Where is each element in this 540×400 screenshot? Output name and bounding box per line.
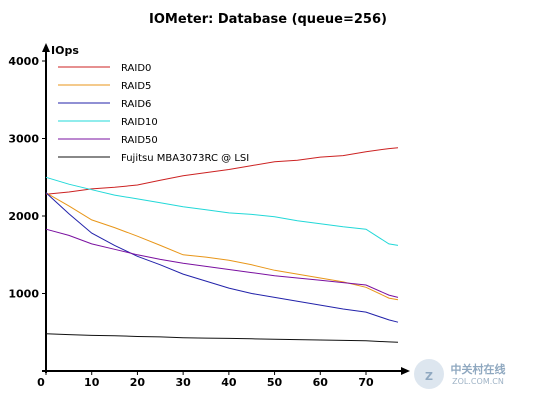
x-axis-arrow <box>401 367 410 375</box>
y-axis-arrow <box>42 43 50 52</box>
x-tick-label: 60 <box>313 376 329 389</box>
series-line-raid10 <box>45 176 399 246</box>
zol-watermark: Z 中关村在线 ZOL.COM.CN <box>414 359 506 389</box>
x-tick-label: 50 <box>267 376 283 389</box>
series-line-raid50 <box>45 228 399 298</box>
x-tick-label: 10 <box>84 376 100 389</box>
x-tick-label: 30 <box>175 376 191 389</box>
x-tick-label: 40 <box>221 376 237 389</box>
legend-label: RAID10 <box>121 117 158 128</box>
chart-axes: IOps 1000 2000 3000 4000 0 10 20 30 40 50 60 70 <box>8 43 410 389</box>
legend-label: RAID0 <box>121 63 151 74</box>
legend-label: RAID6 <box>121 99 151 110</box>
watermark-subtext: ZOL.COM.CN <box>452 377 504 386</box>
series-line-raid5 <box>45 192 399 301</box>
series-line-raid0 <box>45 147 399 195</box>
y-tick-label: 3000 <box>8 133 39 146</box>
watermark-badge-icon <box>414 359 444 389</box>
chart-legend: RAID0 RAID5 RAID6 RAID10 RAID50 Fujitsu MBA30… <box>58 63 249 164</box>
y-tick-label: 2000 <box>8 210 39 223</box>
x-tick-label: 0 <box>37 376 45 389</box>
legend-label: RAID5 <box>121 81 151 92</box>
x-tick-label: 70 <box>358 376 374 389</box>
x-tick-label: 20 <box>130 376 146 389</box>
y-tick-label: 1000 <box>8 288 39 301</box>
y-tick-label: 4000 <box>8 55 39 68</box>
watermark-glyph: Z <box>425 370 433 383</box>
series-line-fujitsu-mba3073rc-lsi <box>45 333 399 343</box>
legend-label: RAID50 <box>121 135 158 146</box>
chart-title: IOMeter: Database (queue=256) <box>149 12 387 27</box>
series-line-raid6 <box>45 192 399 323</box>
chart-series-layer <box>45 147 399 343</box>
y-axis-label: IOps <box>51 44 79 57</box>
watermark-text: 中关村在线 <box>451 362 506 376</box>
legend-label: Fujitsu MBA3073RC @ LSI <box>121 153 249 164</box>
